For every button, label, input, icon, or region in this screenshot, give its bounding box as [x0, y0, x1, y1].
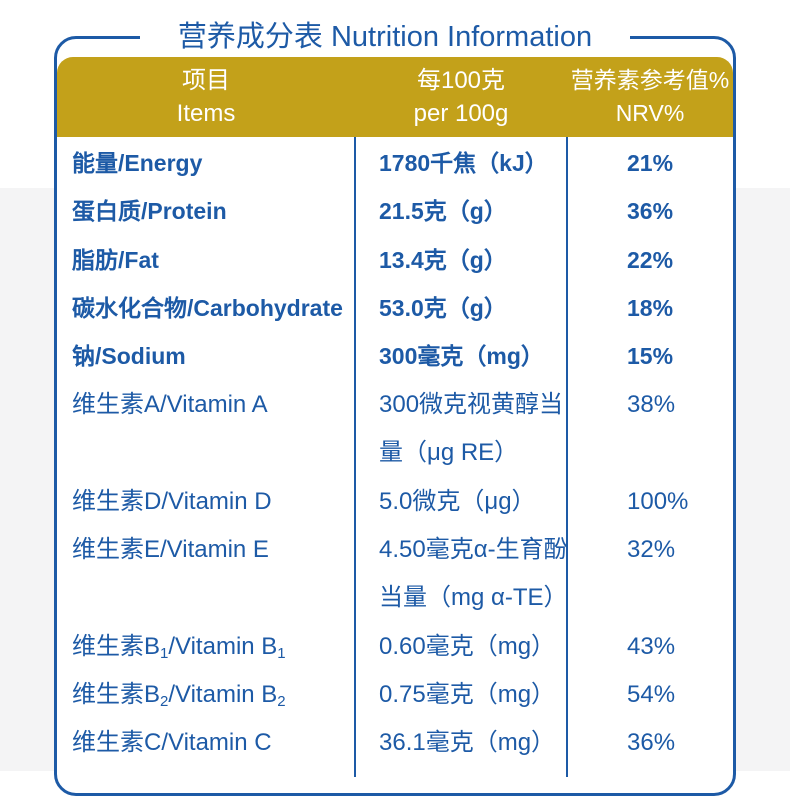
row-vitamin-c-item: 维生素C/Vitamin C: [72, 729, 272, 756]
row-vitamin-a-amount-line2: 量（μg RE）: [379, 439, 519, 466]
header-items-en: Items: [176, 100, 236, 127]
header-nrv-en: NRV%: [615, 100, 685, 126]
row-sodium-item: 钠/Sodium: [72, 343, 186, 369]
table-frame: [54, 36, 736, 796]
row-energy-nrv: 21%: [627, 150, 674, 176]
header-items: 项目 Items: [57, 57, 355, 137]
row-energy-amount: 1780千焦（kJ）: [379, 150, 548, 176]
row-vitamin-b2-item: 维生素B2/Vitamin B2: [72, 680, 286, 710]
column-divider-1: [354, 137, 356, 777]
row-carbohydrate-item: 碳水化合物/Carbohydrate: [72, 295, 343, 321]
row-vitamin-b1-amount: 0.60毫克（mg）: [379, 633, 556, 660]
vitamin-b1-subscript-2: 1: [277, 645, 286, 662]
row-vitamin-d-nrv: 100%: [627, 488, 689, 515]
row-sodium-nrv: 15%: [627, 343, 674, 369]
header-items-cn: 项目: [182, 67, 230, 94]
header-per-cn: 每100克: [416, 67, 506, 94]
row-vitamin-b2-nrv: 54%: [627, 681, 676, 708]
row-vitamin-e-amount: 4.50毫克α-生育酚: [379, 536, 568, 563]
column-divider-2: [566, 137, 568, 777]
vitamin-b2-subscript: 2: [160, 693, 169, 710]
header-nrv: 营养素参考值% NRV%: [567, 57, 733, 137]
vitamin-b2-prefix: 维生素B: [72, 681, 161, 708]
header-per-100g: 每100克 per 100g: [355, 57, 567, 137]
row-sodium-amount: 300毫克（mg）: [379, 343, 544, 369]
vitamin-b1-english: /Vitamin B: [168, 633, 278, 660]
row-fat-item: 脂肪/Fat: [72, 247, 159, 273]
vitamin-b2-subscript-2: 2: [277, 693, 286, 710]
row-vitamin-d-amount: 5.0微克（μg）: [379, 488, 536, 515]
row-vitamin-b2-amount: 0.75毫克（mg）: [379, 681, 556, 708]
row-fat-amount: 13.4克（g）: [379, 247, 507, 273]
row-carbohydrate-amount: 53.0克（g）: [379, 295, 507, 321]
row-vitamin-a-amount: 300微克视黄醇当: [379, 391, 564, 418]
table-header: 项目 Items 每100克 per 100g 营养素参考值% NRV%: [57, 57, 733, 137]
row-vitamin-e-amount-line2: 当量（mg α-TE）: [379, 584, 568, 611]
row-vitamin-d-item: 维生素D/Vitamin D: [72, 488, 272, 515]
row-vitamin-b1-item: 维生素B1/Vitamin B1: [72, 632, 286, 662]
header-per-en: per 100g: [413, 100, 509, 127]
row-carbohydrate-nrv: 18%: [627, 295, 674, 321]
title-box: 营养成分表 Nutrition Information: [140, 14, 630, 54]
vitamin-b1-subscript: 1: [160, 645, 169, 662]
vitamin-b1-prefix: 维生素B: [72, 633, 161, 660]
row-protein-amount: 21.5克（g）: [379, 198, 507, 224]
row-vitamin-a-item: 维生素A/Vitamin A: [72, 391, 268, 418]
row-vitamin-e-item: 维生素E/Vitamin E: [72, 536, 269, 563]
row-vitamin-e-nrv: 32%: [627, 536, 676, 563]
row-vitamin-c-nrv: 36%: [627, 729, 676, 756]
page-title: 营养成分表 Nutrition Information: [177, 21, 593, 53]
row-protein-nrv: 36%: [627, 198, 674, 224]
header-nrv-cn: 营养素参考值%: [570, 67, 730, 93]
row-protein-item: 蛋白质/Protein: [72, 198, 227, 224]
row-energy-item: 能量/Energy: [72, 150, 203, 176]
row-fat-nrv: 22%: [627, 247, 674, 273]
vitamin-b2-english: /Vitamin B: [168, 681, 278, 708]
row-vitamin-a-nrv: 38%: [627, 391, 676, 418]
row-vitamin-c-amount: 36.1毫克（mg）: [379, 729, 556, 756]
row-vitamin-b1-nrv: 43%: [627, 633, 676, 660]
